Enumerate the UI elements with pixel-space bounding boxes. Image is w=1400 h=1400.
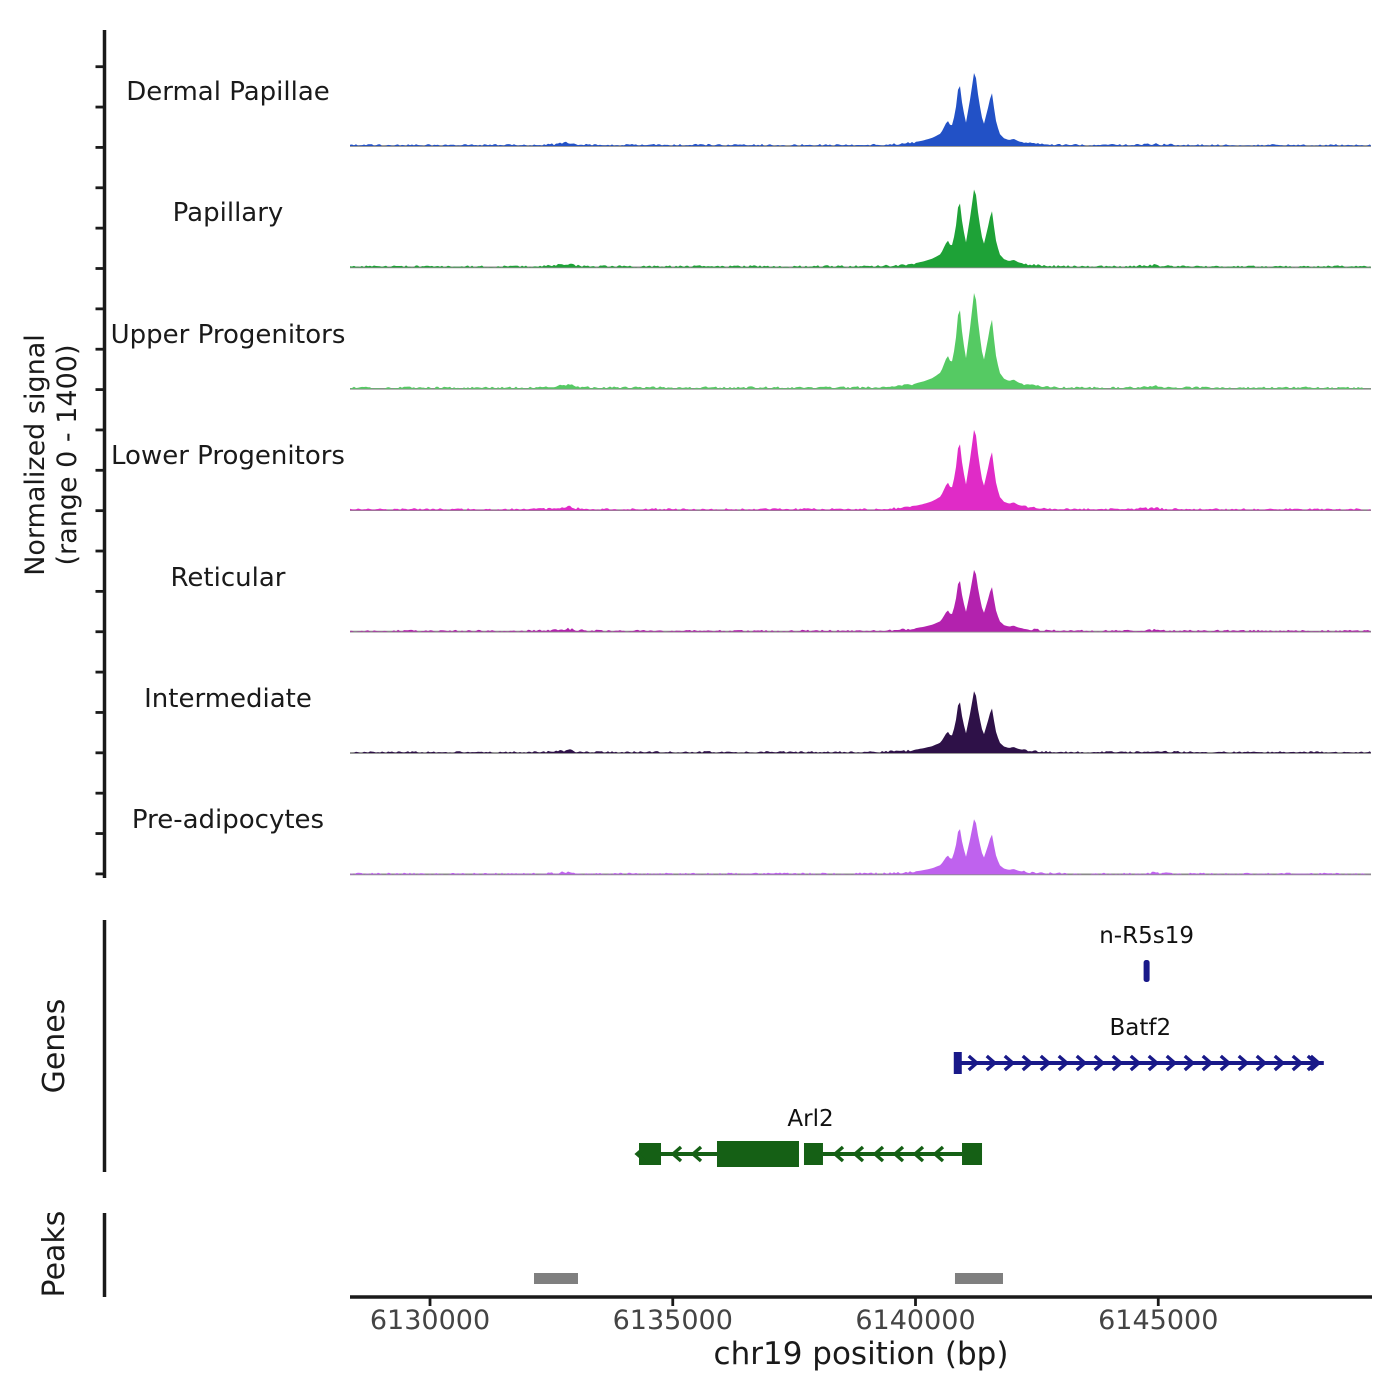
signal-area-5 [350,691,1371,753]
peaks-axis-label: Peaks [37,1210,72,1298]
signal-area-1 [350,189,1371,268]
signal-area-0 [350,73,1371,146]
gene-label-0: n-R5s19 [1099,923,1194,949]
gene-label-1: Batf2 [1109,1015,1172,1041]
x-tick-label-3: 6145000 [1098,1305,1219,1336]
track-label-1: Papillary [172,198,284,229]
x-tick-label-0: 6130000 [369,1305,491,1336]
track-label-6: Pre-adipocytes [131,805,325,836]
gene-model-arl2 [634,1141,983,1167]
x-axis-label: chr19 position (bp) [713,1336,1009,1372]
gene-model-n-r5s19 [1143,960,1150,982]
gene-label-2: Arl2 [787,1106,834,1132]
x-tick-label-2: 6140000 [855,1305,976,1336]
track-label-4: Reticular [170,562,286,593]
peak-region-1 [954,1273,1003,1284]
track-label-5: Intermediate [144,684,312,714]
signal-area-4 [350,569,1371,632]
gene-model-batf2 [953,1052,1324,1074]
signal-area-2 [350,293,1371,389]
signal-axis-label-line1: Normalized signal [20,334,51,576]
peak-region-0 [534,1273,578,1284]
signal-area-6 [350,819,1371,875]
track-label-0: Dermal Papillae [126,77,330,107]
track-label-2: Upper Progenitors [110,319,346,350]
track-label-3: Lower Progenitors [111,441,345,472]
x-tick-label-1: 6135000 [612,1305,733,1336]
signal-area-3 [350,429,1371,511]
